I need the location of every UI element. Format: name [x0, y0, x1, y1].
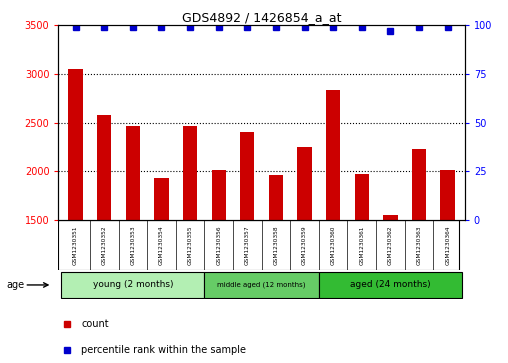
Text: GSM1230361: GSM1230361 — [359, 225, 364, 265]
Bar — [319, 272, 462, 298]
Bar — [183, 126, 197, 220]
Bar — [61, 272, 204, 298]
Bar — [240, 132, 255, 220]
Text: GSM1230364: GSM1230364 — [445, 225, 450, 265]
Text: GSM1230356: GSM1230356 — [216, 225, 221, 265]
Bar — [326, 90, 340, 220]
Bar — [154, 178, 169, 220]
Text: GSM1230360: GSM1230360 — [331, 225, 336, 265]
Title: GDS4892 / 1426854_a_at: GDS4892 / 1426854_a_at — [182, 11, 341, 24]
Text: young (2 months): young (2 months) — [92, 281, 173, 289]
Bar — [204, 272, 319, 298]
Text: GSM1230359: GSM1230359 — [302, 225, 307, 265]
Text: GSM1230362: GSM1230362 — [388, 225, 393, 265]
Bar — [297, 147, 312, 220]
Bar — [412, 149, 426, 220]
Text: count: count — [81, 319, 109, 329]
Text: GSM1230353: GSM1230353 — [131, 225, 135, 265]
Text: GSM1230354: GSM1230354 — [159, 225, 164, 265]
Bar — [97, 115, 111, 220]
Bar — [355, 174, 369, 220]
Text: middle aged (12 months): middle aged (12 months) — [217, 282, 306, 288]
Text: GSM1230358: GSM1230358 — [273, 225, 278, 265]
Bar — [69, 69, 83, 220]
Text: GSM1230352: GSM1230352 — [102, 225, 107, 265]
Bar — [440, 170, 455, 220]
Text: age: age — [6, 280, 24, 290]
Bar — [211, 170, 226, 220]
Text: GSM1230357: GSM1230357 — [245, 225, 250, 265]
Bar — [269, 175, 283, 220]
Bar — [383, 215, 398, 220]
Text: GSM1230363: GSM1230363 — [417, 225, 422, 265]
Text: aged (24 months): aged (24 months) — [350, 281, 431, 289]
Text: percentile rank within the sample: percentile rank within the sample — [81, 345, 246, 355]
Text: GSM1230355: GSM1230355 — [187, 225, 193, 265]
Bar — [125, 126, 140, 220]
Text: GSM1230351: GSM1230351 — [73, 225, 78, 265]
